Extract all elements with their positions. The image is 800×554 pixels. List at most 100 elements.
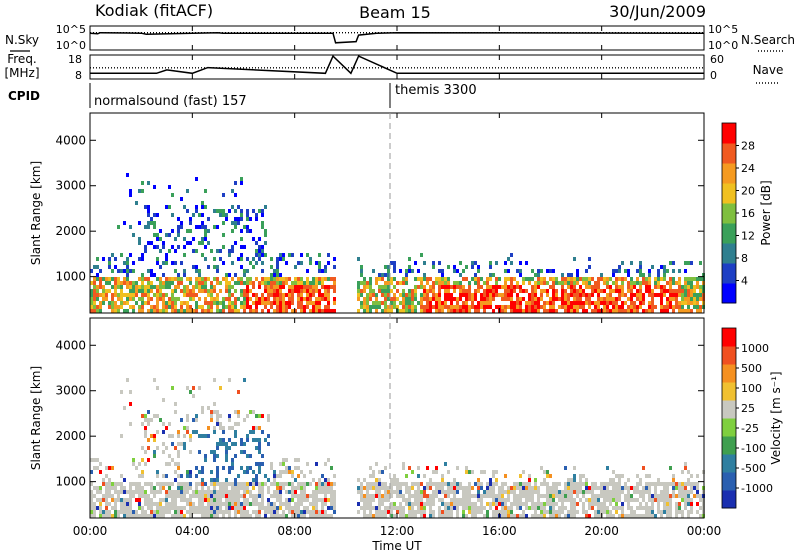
velocity-rti-cell [597,510,600,514]
power-rti-cell [201,241,204,245]
power-rti-cell [696,301,699,305]
velocity-rti-cell [162,506,165,510]
power-rti-cell [507,297,510,301]
power-rti-cell [486,305,489,309]
nsky-tick-top: 10^5 [56,23,86,36]
velocity-rti-cell [438,514,441,518]
power-rti-cell [108,305,111,309]
power-rti-cell [570,293,573,297]
velocity-rti-cell [189,470,192,474]
velocity-rti-cell [261,414,264,418]
power-rti-cell [363,277,366,281]
power-rti-cell [639,269,642,273]
power-rti-cell [420,277,423,281]
power-rti-cell [195,265,198,269]
power-rti-cell [333,309,336,313]
power-rti-cell [279,305,282,309]
velocity-rti-cell [258,466,261,470]
velocity-rti-cell [105,498,108,502]
velocity-rti-cell [168,462,171,466]
power-rti-cell [483,281,486,285]
velocity-rti-cell [180,486,183,490]
velocity-rti-cell [135,466,138,470]
velocity-rti-cell [183,506,186,510]
power-rti-cell [522,297,525,301]
power-rti-cell [216,249,219,253]
power-rti-cell [213,209,216,213]
power-rti-cell [123,221,126,225]
velocity-rti-cell [264,514,267,518]
power-rti-cell [225,217,228,221]
power-rti-cell [690,309,693,313]
power-rti-cell [231,205,234,209]
power-rti-cell [273,301,276,305]
velocity-rti-cell [213,494,216,498]
velocity-rti-cell [288,470,291,474]
velocity-rti-cell [363,478,366,482]
velocity-rti-cell [378,486,381,490]
power-rti-cell [660,289,663,293]
power-rti-cell [123,301,126,305]
velocity-rti-cell [486,486,489,490]
power-rti-cell [465,297,468,301]
velocity-rti-cell [192,394,195,398]
velocity-rti-cell [102,514,105,518]
velocity-rti-cell [537,502,540,506]
power-rti-cell [546,289,549,293]
power-rti-cell [276,293,279,297]
velocity-rti-cell [363,510,366,514]
power-rti-cell [555,309,558,313]
power-rti-cell [291,301,294,305]
velocity-rti-cell [417,510,420,514]
power-rti-cell [630,297,633,301]
velocity-rti-cell [573,478,576,482]
velocity-rti-cell [321,482,324,486]
power-rti-cell [147,293,150,297]
velocity-rti-cell [123,510,126,514]
power-rti-cell [681,289,684,293]
velocity-rti-cell [258,446,261,450]
velocity-rti-cell [564,490,567,494]
velocity-rti-cell [372,482,375,486]
velocity-rti-cell [678,486,681,490]
velocity-rti-cell [618,486,621,490]
velocity-rti-cell [612,486,615,490]
velocity-rti-cell [633,510,636,514]
velocity-rti-cell [384,486,387,490]
power-rti-cell [114,257,117,261]
power-rti-cell [417,269,420,273]
velocity-rti-cell [279,514,282,518]
power-rti-cell [390,301,393,305]
velocity-rti-cell [576,486,579,490]
power-rti-cell [576,281,579,285]
velocity-rti-cell [213,498,216,502]
power-rti-cell [222,305,225,309]
power-rti-cell [108,281,111,285]
velocity-rti-cell [219,442,222,446]
velocity-rti-cell [360,482,363,486]
power-rti-cell [108,301,111,305]
power-rti-cell [441,273,444,277]
power-rti-cell [156,261,159,265]
velocity-rti-cell [519,494,522,498]
velocity-rti-cell [690,506,693,510]
velocity-rti-cell [216,454,219,458]
power-rti-cell [129,225,132,229]
power-rti-cell [387,305,390,309]
power-rti-cell [312,285,315,289]
velocity-rti-cell [513,514,516,518]
power-rti-cell [525,305,528,309]
power-rti-cell [453,289,456,293]
velocity-rti-cell [108,478,111,482]
velocity-rti-cell [231,490,234,494]
velocity-rti-cell [186,510,189,514]
power-rti-cell [180,281,183,285]
velocity-rti-cell [522,482,525,486]
power-rti-cell [210,289,213,293]
velocity-rti-cell [585,490,588,494]
velocity-rti-cell [663,486,666,490]
velocity-rti-cell [219,494,222,498]
velocity-rti-cell [246,470,249,474]
velocity-rti-cell [534,502,537,506]
power-rti-cell [276,273,279,277]
